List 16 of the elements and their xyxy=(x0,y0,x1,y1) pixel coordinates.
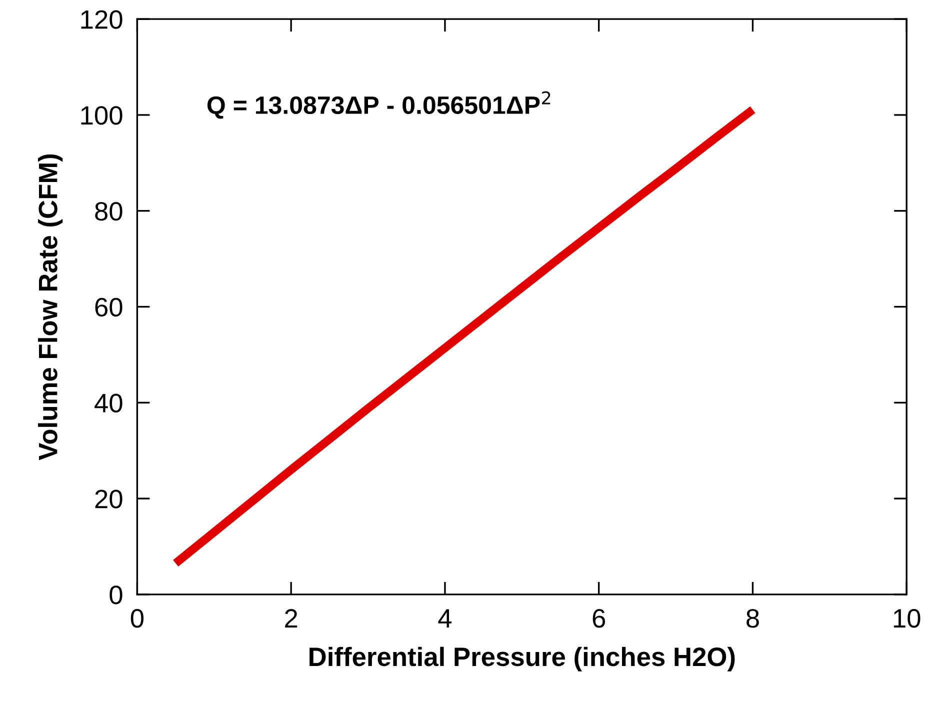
y-tick-label: 0 xyxy=(110,586,122,604)
y-tick-label: 20 xyxy=(95,490,122,508)
y-tick-label: 100 xyxy=(81,106,122,125)
annotation: Q = 13.0873ΔP - 0.056501ΔP$^{2}$ xyxy=(207,91,550,119)
y-tick-label: 80 xyxy=(95,202,122,221)
x-tick-label: 0 xyxy=(130,609,144,628)
x-tick-label: 10 xyxy=(894,609,920,628)
y-tick-label: 40 xyxy=(94,394,122,412)
x-tick-label: 8 xyxy=(746,609,759,628)
y-axis-title: Volume Flow Rate (CFM) xyxy=(38,154,63,460)
x-tick-label: 4 xyxy=(438,609,452,628)
y-tick-label: 120 xyxy=(81,10,122,29)
x-axis-title: Differential Pressure (inches H2O) xyxy=(310,646,735,672)
x-tick-label: 2 xyxy=(285,609,298,628)
x-tick-label: 6 xyxy=(592,609,606,628)
y-tick-label: 60 xyxy=(95,298,122,317)
